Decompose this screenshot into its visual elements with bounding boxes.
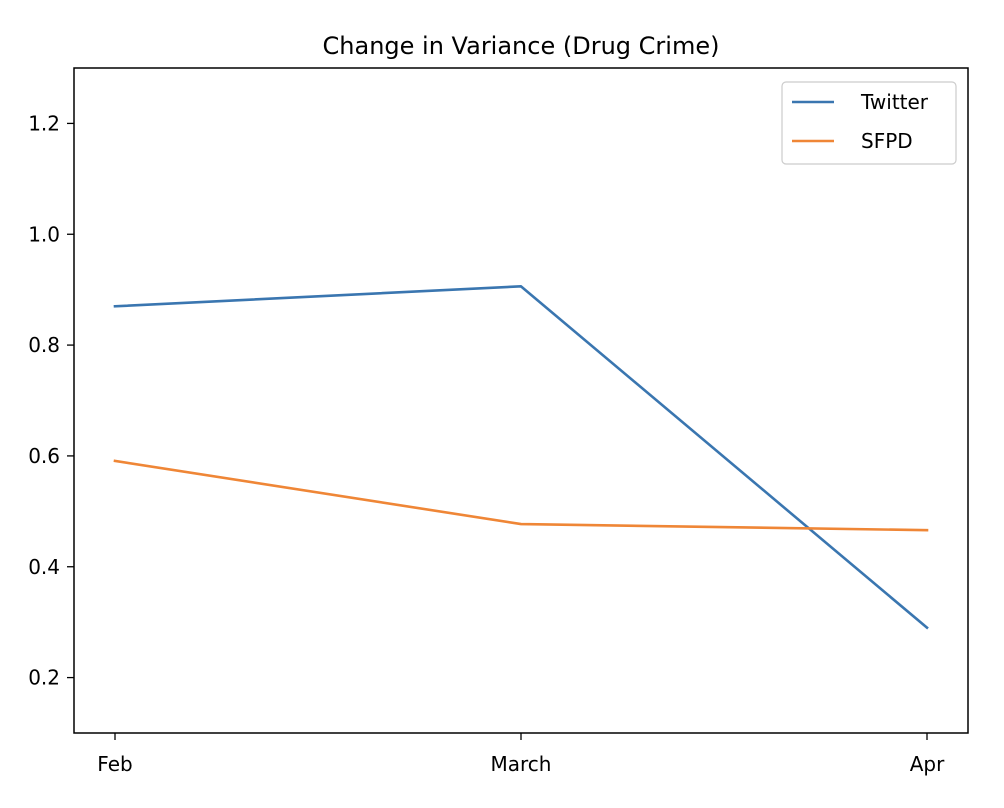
legend-label-sfpd: SFPD <box>861 129 913 153</box>
series-line-twitter <box>113 285 929 630</box>
y-tick-label: 1.2 <box>28 111 60 135</box>
y-axis: 0.2 0.4 0.6 0.8 1.0 1.2 <box>28 111 74 690</box>
y-tick-label: 0.8 <box>28 333 60 357</box>
y-tick-label: 1.0 <box>28 222 60 246</box>
series-layer <box>113 285 929 630</box>
x-tick-label: Apr <box>910 752 945 776</box>
y-tick-label: 0.6 <box>28 444 60 468</box>
x-tick-label: Feb <box>97 752 132 776</box>
series-line-sfpd <box>113 459 929 532</box>
legend-items: Twitter SFPD <box>792 90 929 153</box>
plot-frame <box>73 67 969 734</box>
legend: Twitter SFPD <box>781 81 957 165</box>
chart-title: Change in Variance (Drug Crime) <box>323 32 720 60</box>
legend-label-twitter: Twitter <box>860 90 929 114</box>
x-tick-label: March <box>491 752 552 776</box>
x-axis: Feb March Apr <box>97 733 945 776</box>
y-tick-label: 0.2 <box>28 666 60 690</box>
y-tick-label: 0.4 <box>28 555 60 579</box>
